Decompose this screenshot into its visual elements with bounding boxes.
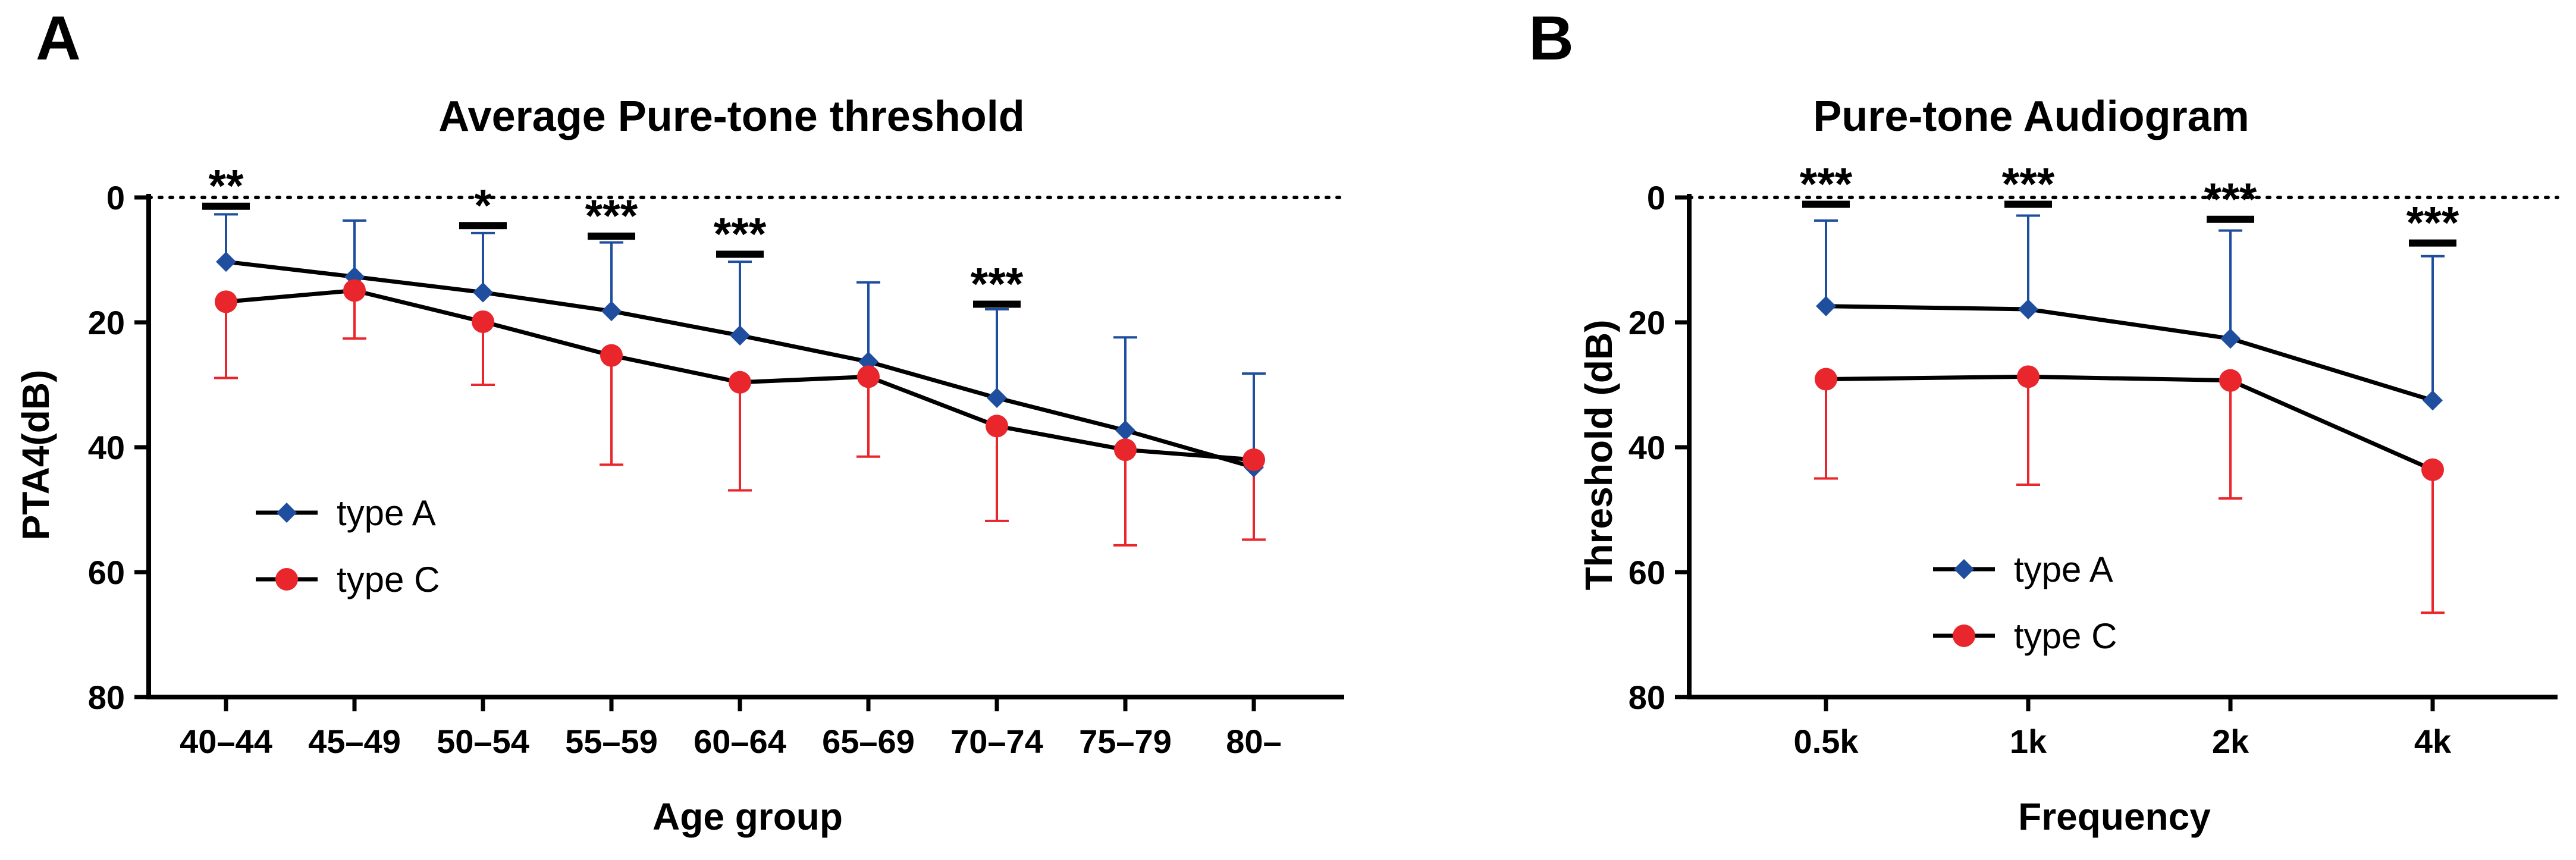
plot-layer: 0 20 40 60 80 40–44 45–49 50–54 55–59 60–64 65–69 7…: [88, 159, 2559, 760]
panel-a-point-type-c: [215, 290, 237, 313]
panel-b-label: B: [1529, 4, 1574, 73]
panel-b-x-tick-label: 0.5k: [1794, 723, 1859, 760]
panel-a-x-tick-label: 75–79: [1079, 723, 1172, 760]
panel-a-point-type-c: [472, 310, 494, 333]
panel-a-significance-label: ***: [714, 209, 767, 260]
panel-a-significance-label: **: [208, 161, 244, 212]
panel-b-x-tick-label: 1k: [2010, 723, 2047, 760]
panel-b-legend-marker-type-c: [1953, 624, 1975, 647]
panel-a-significance-label: ***: [971, 259, 1024, 310]
panel-b-point-type-a: [2018, 299, 2038, 319]
panel-b-point-type-a: [2423, 390, 2443, 411]
panel-a-point-type-c: [986, 415, 1008, 438]
panel-b-point-type-c: [2017, 365, 2040, 388]
panel-a-significance-label: ***: [585, 191, 638, 241]
panel-b-y-tick-label: 20: [1629, 304, 1665, 341]
panel-a-y-tick-label: 60: [88, 554, 125, 591]
panel-a-x-tick-label: 40–44: [180, 723, 272, 760]
panel-a-x-tick-label: 45–49: [308, 723, 401, 760]
panel-b-significance-label: ***: [1800, 159, 1853, 210]
panel-a-x-tick-label: 65–69: [822, 723, 915, 760]
panel-a-y-tick-label: 40: [88, 429, 125, 466]
panel-b-legend-label: type A: [2014, 550, 2113, 589]
panel-b-plot: 0 20 40 60 80 0.5k 1k 2k 4k *** *** *** *** type A typ…: [1629, 159, 2559, 760]
panel-b-y-tick-label: 0: [1647, 179, 1665, 216]
panel-b-point-type-c: [1815, 368, 1837, 391]
panel-a-legend-marker-type-c: [275, 568, 298, 591]
panel-b-legend-label: type C: [2014, 616, 2117, 656]
panel-b-y-tick-label: 60: [1629, 554, 1665, 591]
panel-a-point-type-a: [216, 252, 236, 272]
panel-b-legend-marker-type-a: [1954, 559, 1974, 579]
panel-a-x-tick-label: 60–64: [694, 723, 786, 760]
panel-a-x-tick-label: 70–74: [950, 723, 1043, 760]
panel-a-y-tick-label: 20: [88, 304, 125, 341]
panel-b-y-axis-title: Threshold (dB): [1577, 319, 1620, 590]
panel-b-significance-label: ***: [2002, 159, 2055, 210]
panel-a-label: A: [36, 4, 81, 73]
panel-b-series-line-type-a: [1825, 304, 2434, 403]
panel-b-significance-label: ***: [2204, 174, 2257, 225]
panel-b-y-tick-label: 40: [1629, 429, 1665, 466]
panel-b-title: Pure-tone Audiogram: [1813, 93, 2249, 140]
panel-a-x-tick-label: 55–59: [565, 723, 658, 760]
panel-b-point-type-a: [2220, 328, 2241, 349]
panel-b-x-tick-label: 4k: [2414, 723, 2452, 760]
panel-b-x-tick-label: 2k: [2212, 723, 2249, 760]
panel-a-point-type-c: [343, 279, 366, 302]
panel-a-point-type-c: [1114, 438, 1137, 462]
panel-a-y-tick-label: 80: [88, 679, 125, 716]
panel-b-x-axis-title: Frequency: [2018, 795, 2211, 838]
panel-b-point-type-c: [2421, 458, 2444, 481]
panel-a-title: Average Pure-tone threshold: [438, 93, 1025, 140]
panel-a-x-axis-title: Age group: [652, 795, 843, 838]
panel-a-legend-marker-type-a: [277, 503, 297, 523]
panel-a-point-type-c: [857, 365, 880, 388]
panel-a-x-tick-label: 80–: [1226, 723, 1281, 760]
panel-a-point-type-c: [600, 344, 623, 367]
panel-b-y-tick-label: 80: [1629, 679, 1665, 716]
panel-a-point-type-a: [987, 388, 1007, 409]
panel-a-legend-label: type C: [337, 560, 440, 600]
panel-a-legend-label: type A: [337, 493, 436, 533]
panel-a-point-type-a: [1115, 420, 1135, 441]
panel-a-point-type-a: [473, 282, 493, 303]
panel-a-y-tick-label: 0: [106, 179, 125, 216]
panel-b-point-type-c: [2219, 369, 2242, 392]
panel-b-series-line-type-c: [1825, 374, 2434, 472]
panel-b-point-type-a: [1816, 296, 1836, 316]
panel-a-point-type-c: [729, 371, 751, 394]
panel-a-x-tick-label: 50–54: [437, 723, 529, 760]
panel-a-plot: 0 20 40 60 80 40–44 45–49 50–54 55–59 60–64 65–69 7…: [88, 161, 1346, 760]
panel-a-point-type-a: [601, 301, 622, 322]
panel-a-y-axis-title: PTA4(dB): [14, 370, 57, 541]
panel-a-point-type-a: [730, 325, 750, 346]
panel-b-significance-label: ***: [2406, 198, 2459, 249]
panel-a-point-type-c: [1242, 448, 1265, 471]
panel-a-significance-label: *: [474, 180, 492, 231]
